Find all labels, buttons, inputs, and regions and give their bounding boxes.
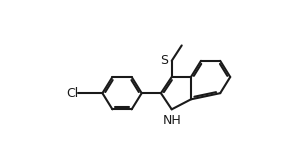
Text: Cl: Cl [66, 87, 79, 100]
Text: S: S [160, 54, 168, 67]
Text: NH: NH [162, 114, 181, 127]
